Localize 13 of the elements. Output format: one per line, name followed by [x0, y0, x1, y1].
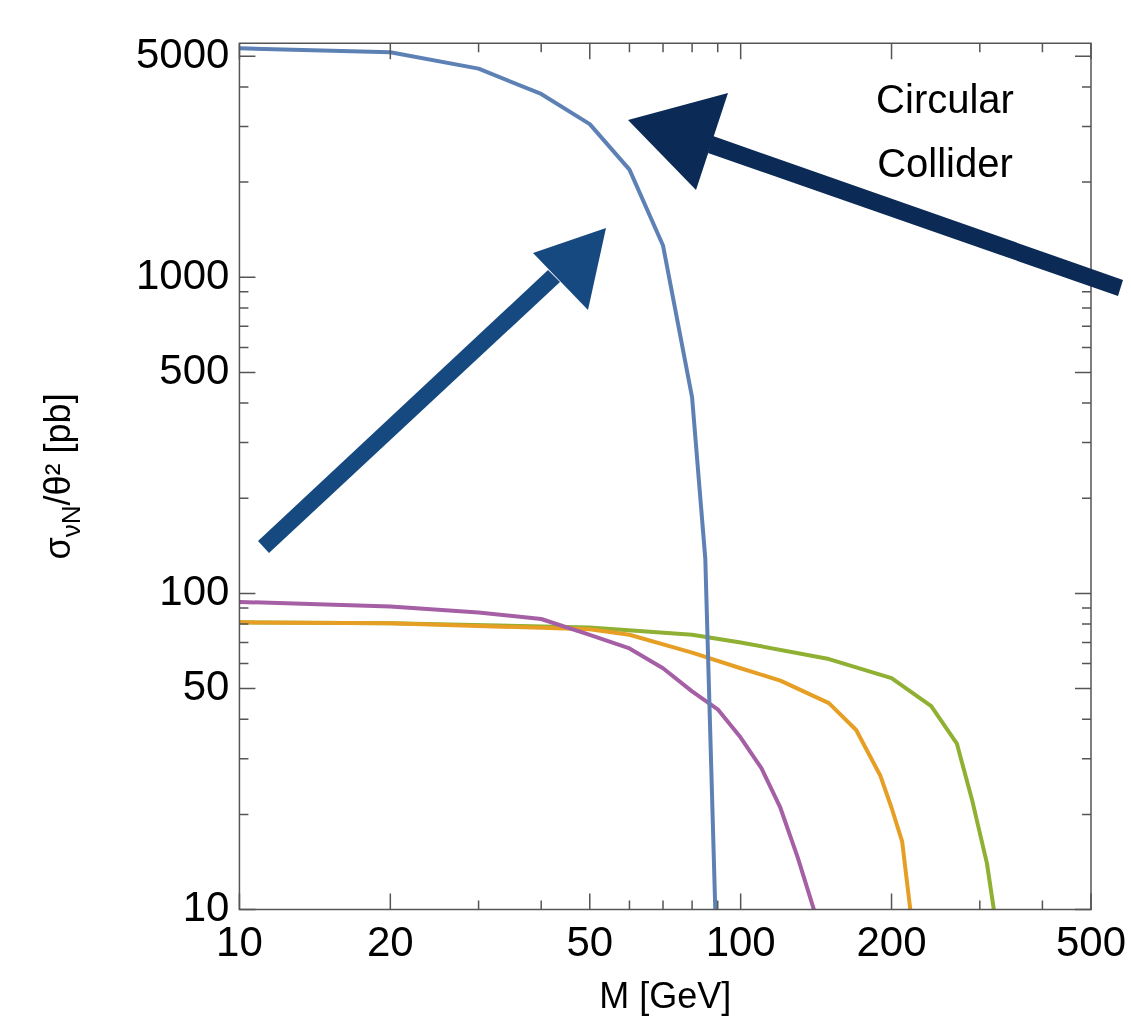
- y-tick-label: 100: [159, 567, 230, 615]
- x-tick-label: 20: [366, 918, 414, 966]
- x-axis-title: M [GeV]: [599, 975, 732, 1016]
- y-tick-label: 500: [159, 346, 230, 394]
- x-tick-label: 50: [566, 918, 614, 966]
- x-tick-label: 500: [1055, 918, 1127, 966]
- y-axis-title: σνN/θ² [pb]: [37, 393, 86, 560]
- y-tick-label: 5000: [136, 29, 230, 77]
- x-tick-label: 100: [705, 918, 776, 966]
- y-tick-label: 1000: [136, 250, 230, 298]
- y-tick-label: 50: [182, 662, 230, 710]
- annotation: Circular Collider: [876, 77, 1014, 185]
- x-tick-label: 200: [856, 918, 927, 966]
